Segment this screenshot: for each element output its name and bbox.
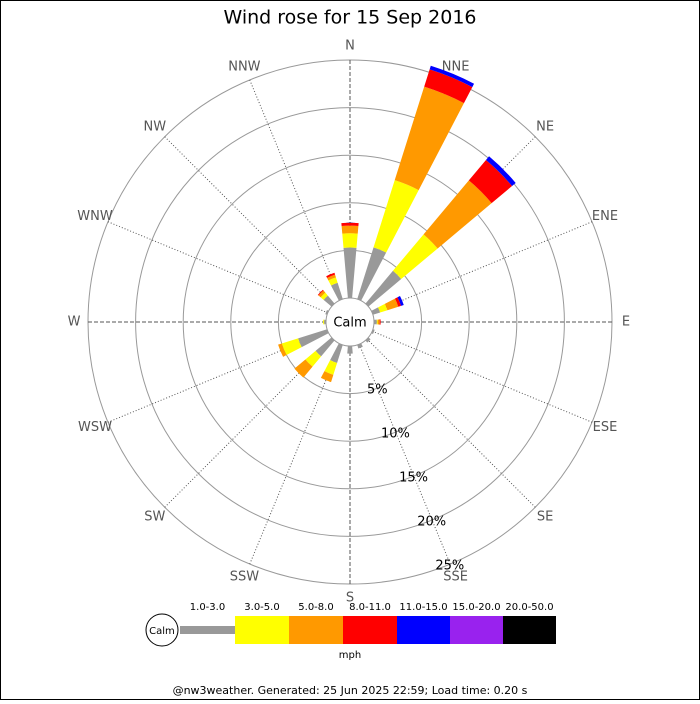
direction-label: NE (536, 119, 554, 134)
legend-swatch (235, 616, 289, 644)
unit-label: mph (339, 650, 361, 661)
ring-label: 25% (435, 559, 464, 574)
legend-label: 5.0-8.0 (298, 602, 333, 613)
wind-bar (347, 346, 353, 354)
direction-label: E (622, 315, 630, 330)
direction-label: ESE (593, 420, 618, 435)
direction-label: W (68, 315, 81, 330)
legend-swatch (450, 616, 503, 644)
wind-bar (380, 319, 381, 324)
direction-label: SSW (230, 569, 260, 584)
wind-bar (323, 320, 324, 325)
ring-label: 20% (417, 515, 446, 530)
ring-label: 15% (399, 471, 428, 486)
direction-label: SW (144, 510, 165, 525)
legend-swatch (289, 616, 343, 644)
chart-title: Wind rose for 15 Sep 2016 (223, 7, 476, 29)
direction-label: SE (537, 510, 553, 525)
legend-label: 20.0-50.0 (505, 602, 553, 613)
legend-swatch (180, 626, 235, 634)
direction-label: WNW (77, 209, 113, 224)
wind-bar (342, 226, 359, 234)
direction-label: WSW (78, 420, 112, 435)
wind-bar (341, 223, 358, 226)
direction-label: N (345, 39, 355, 54)
calm-label: Calm (333, 316, 366, 331)
direction-label: NW (144, 119, 167, 134)
legend-label: 1.0-3.0 (190, 602, 225, 613)
ring-label: 10% (381, 427, 410, 442)
direction-label: ENE (592, 209, 618, 224)
legend-label: 11.0-15.0 (399, 602, 447, 613)
legend-label: 15.0-20.0 (452, 602, 500, 613)
wind-bar (377, 320, 378, 325)
legend-calm-label: Calm (149, 626, 175, 637)
legend-swatch (503, 616, 556, 644)
footer: @nw3weather. Generated: 25 Jun 2025 22:5… (173, 684, 528, 697)
legend-label: 8.0-11.0 (349, 602, 391, 613)
legend-swatch (397, 616, 450, 644)
legend-label: 3.0-5.0 (244, 602, 279, 613)
wind-bar (378, 319, 380, 324)
legend-swatch (343, 616, 397, 644)
wind-bar (342, 233, 357, 248)
direction-label: NNW (228, 60, 260, 75)
ring-label: 5% (367, 383, 388, 398)
